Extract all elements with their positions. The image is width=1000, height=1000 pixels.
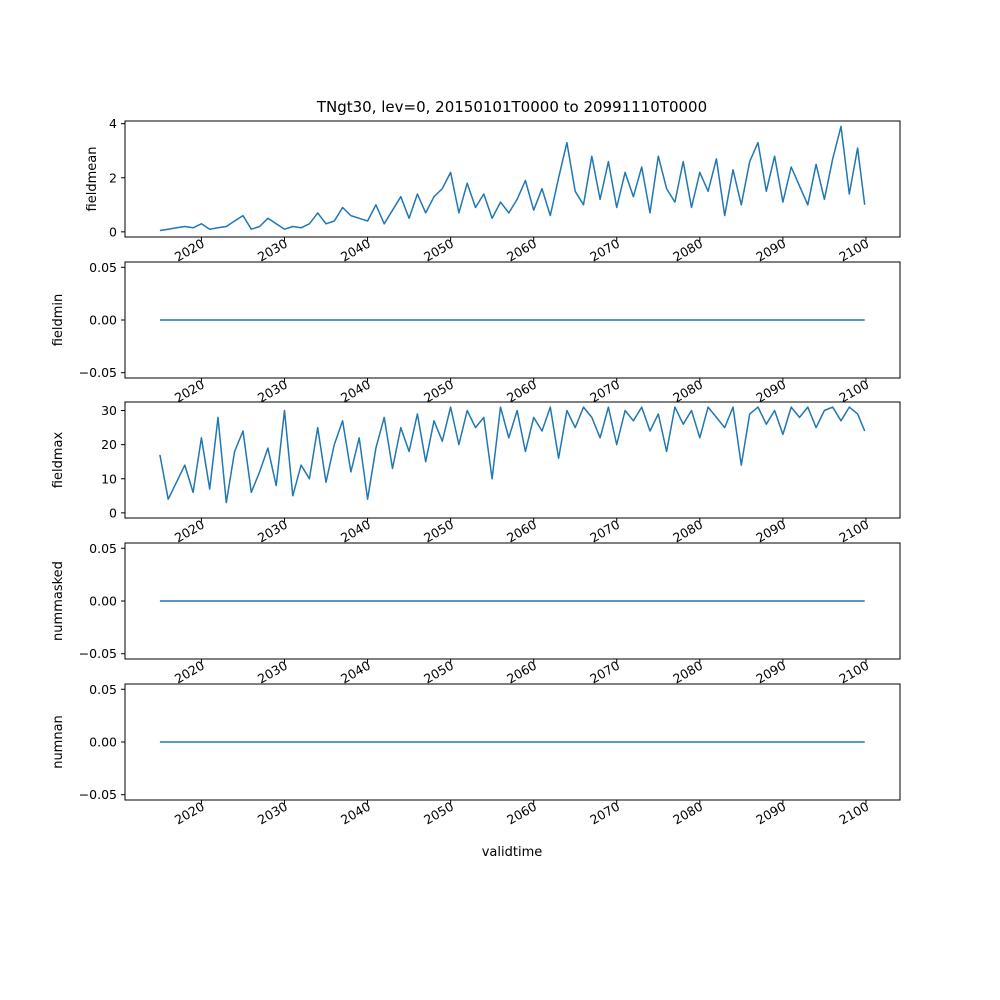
x-tick-label: 2070 xyxy=(587,377,622,406)
x-tick-label: 2070 xyxy=(587,799,622,828)
x-tick-label: 2080 xyxy=(670,517,705,546)
x-tick-label: 2030 xyxy=(255,799,290,828)
y-tick-label: 0 xyxy=(109,224,117,239)
y-axis-label: nummasked xyxy=(51,561,66,641)
x-tick-label: 2040 xyxy=(338,377,373,406)
x-tick-label: 2020 xyxy=(172,236,207,265)
x-tick-label: 2050 xyxy=(421,517,456,546)
x-tick-label: 2050 xyxy=(421,377,456,406)
y-tick-label: 30 xyxy=(101,403,117,418)
y-tick-label: 0 xyxy=(109,505,117,520)
x-tick-label: 2090 xyxy=(753,377,788,406)
y-tick-label: 0.05 xyxy=(89,682,117,697)
x-tick-label: 2080 xyxy=(670,377,705,406)
x-tick-label: 2040 xyxy=(338,799,373,828)
x-tick-label: 2090 xyxy=(753,658,788,687)
x-tick-label: 2090 xyxy=(753,517,788,546)
x-tick-label: 2100 xyxy=(836,658,871,687)
y-tick-label: 20 xyxy=(101,437,117,452)
axes-frame xyxy=(124,120,901,238)
x-tick-label: 2040 xyxy=(338,517,373,546)
x-tick-label: 2020 xyxy=(172,517,207,546)
x-tick-label: 2060 xyxy=(504,517,539,546)
x-tick-label: 2030 xyxy=(255,377,290,406)
y-tick-label: 2 xyxy=(109,170,117,185)
y-axis-label: numnan xyxy=(51,715,66,769)
x-tick-label: 2090 xyxy=(753,799,788,828)
x-tick-label: 2070 xyxy=(587,236,622,265)
x-tick-label: 2060 xyxy=(504,799,539,828)
x-tick-label: 2080 xyxy=(670,236,705,265)
y-tick-label: 0.00 xyxy=(89,313,117,328)
subplot-numnan: −0.05 0.00 0.05 numnan 2020 2030 2040 2050 2060 2… xyxy=(51,682,901,828)
y-axis-label: fieldmin xyxy=(51,294,66,347)
y-tick-label: 0.00 xyxy=(89,594,117,609)
y-tick-label: −0.05 xyxy=(79,365,117,380)
x-tick-label: 2020 xyxy=(172,658,207,687)
x-tick-label: 2100 xyxy=(836,236,871,265)
y-tick-label: 4 xyxy=(109,116,117,131)
x-tick-label: 2050 xyxy=(421,799,456,828)
y-axis-label: fieldmean xyxy=(85,147,100,212)
axes-background xyxy=(125,402,900,518)
x-tick-label: 2060 xyxy=(504,658,539,687)
x-tick-label: 2040 xyxy=(338,658,373,687)
x-tick-label: 2030 xyxy=(255,517,290,546)
y-tick-label: −0.05 xyxy=(79,787,117,802)
x-tick-label: 2060 xyxy=(504,377,539,406)
x-tick-label: 2060 xyxy=(504,236,539,265)
subplot-nummasked: −0.05 0.00 0.05 nummasked 2020 2030 2040 2050 20… xyxy=(51,541,901,687)
series-line-fieldmax xyxy=(159,406,866,504)
x-tick-label: 2050 xyxy=(421,236,456,265)
x-tick-label: 2030 xyxy=(255,658,290,687)
x-tick-label: 2040 xyxy=(338,236,373,265)
x-tick-label: 2020 xyxy=(172,377,207,406)
y-axis-label: fieldmax xyxy=(51,432,66,489)
y-tick-label: 0.00 xyxy=(89,735,117,750)
subplot-fieldmean: 0 2 4 fieldmean 2020 2030 2040 2050 2060 2070 2080… xyxy=(85,116,901,265)
x-tick-label: 2070 xyxy=(587,658,622,687)
x-tick-label: 2080 xyxy=(670,658,705,687)
x-axis-label: validtime xyxy=(482,845,543,860)
x-tick-label: 2050 xyxy=(421,658,456,687)
x-tick-label: 2100 xyxy=(836,377,871,406)
y-tick-label: 0.05 xyxy=(89,541,117,556)
x-tick-label: 2080 xyxy=(670,799,705,828)
x-tick-label: 2070 xyxy=(587,517,622,546)
axes-frame xyxy=(124,401,901,519)
subplot-fieldmin: −0.05 0.00 0.05 fieldmin 2020 2030 2040 2050 206… xyxy=(51,260,901,406)
x-tick-label: 2030 xyxy=(255,236,290,265)
x-tick-label: 2090 xyxy=(753,236,788,265)
chart-title: TNgt30, lev=0, 20150101T0000 to 20991110… xyxy=(316,98,707,116)
y-tick-label: −0.05 xyxy=(79,646,117,661)
x-tick-label: 2020 xyxy=(172,799,207,828)
y-tick-label: 10 xyxy=(101,471,117,486)
x-tick-label: 2100 xyxy=(836,517,871,546)
series-line-fieldmean xyxy=(159,125,866,232)
y-tick-label: 0.05 xyxy=(89,260,117,275)
x-tick-label: 2100 xyxy=(836,799,871,828)
